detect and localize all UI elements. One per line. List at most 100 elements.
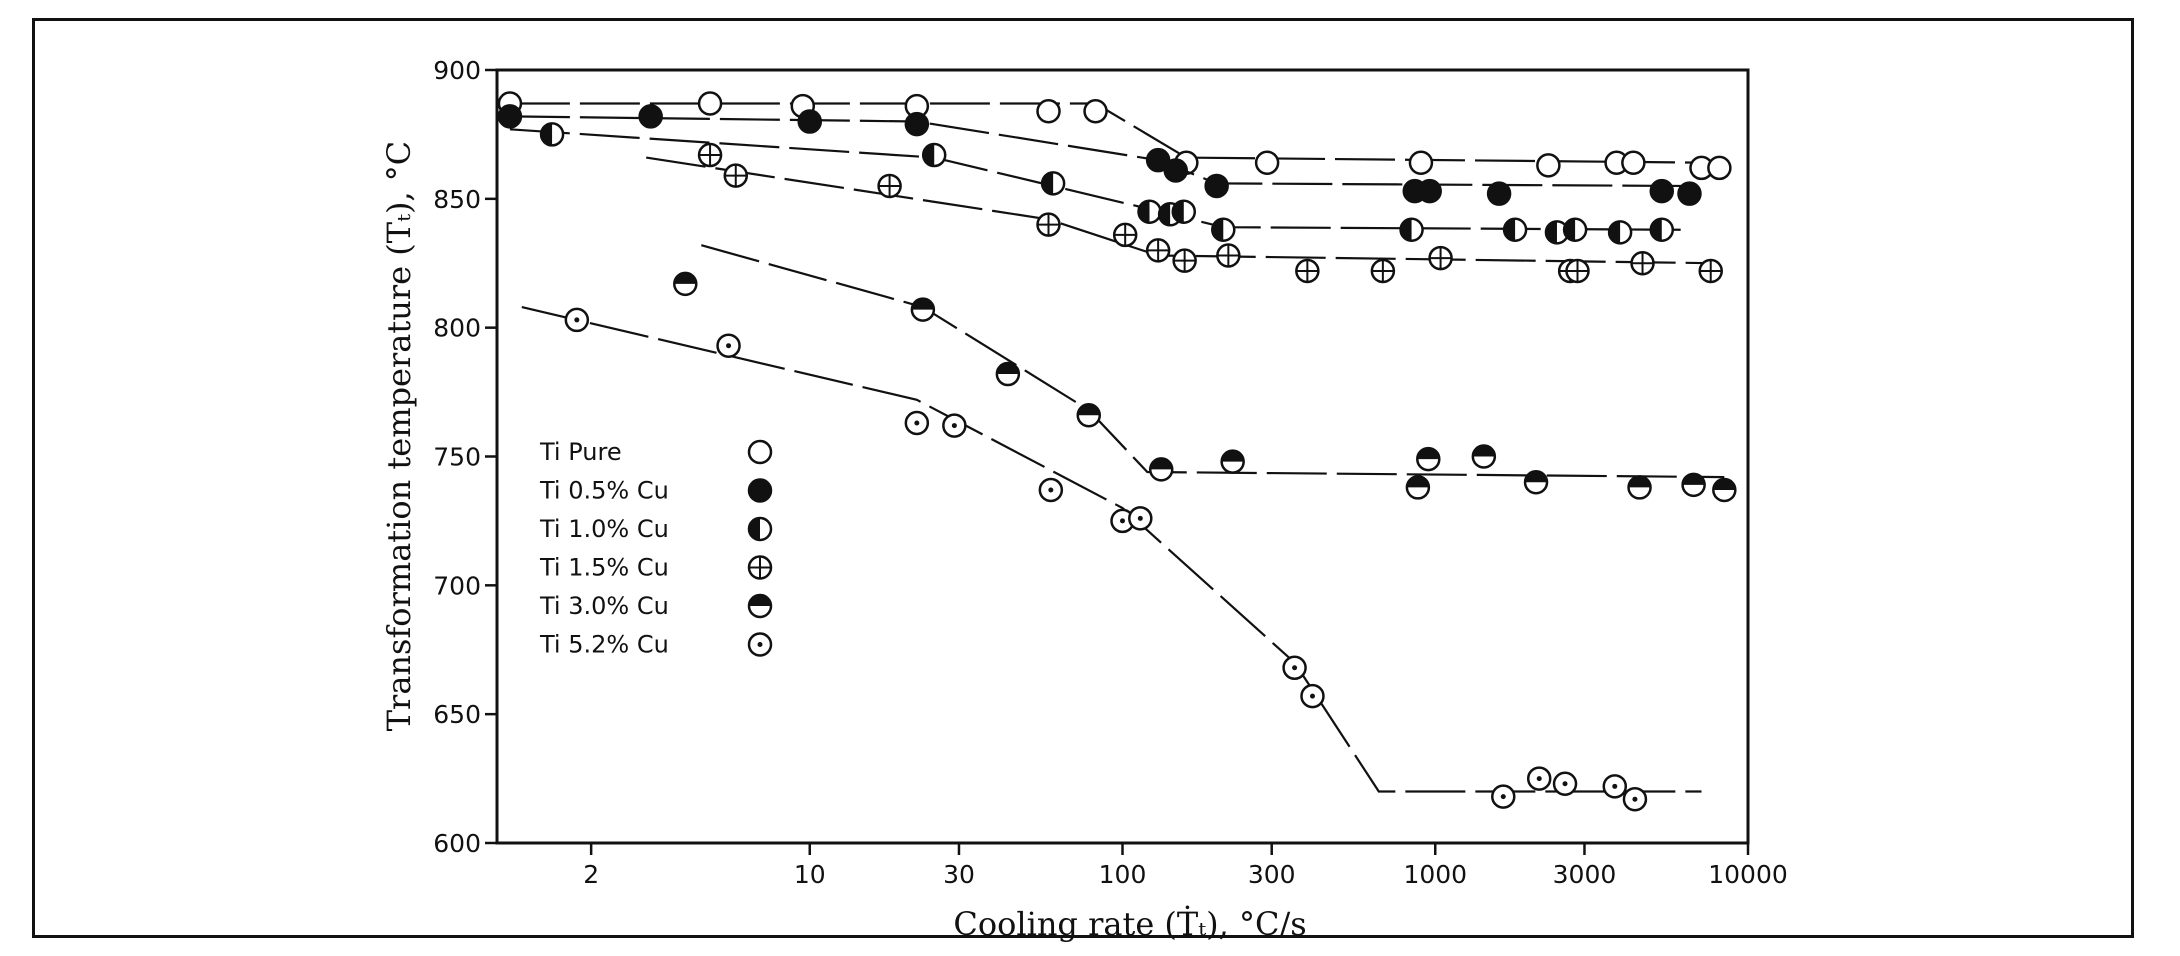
data-point	[539, 122, 565, 147]
data-point	[904, 410, 930, 436]
data-point	[1408, 150, 1434, 176]
data-point	[797, 109, 822, 134]
data-point	[1112, 222, 1138, 248]
data-point	[995, 361, 1021, 387]
x-tick-label: 100	[1099, 860, 1147, 889]
data-point	[1216, 243, 1241, 268]
y-tick-label: 600	[433, 829, 481, 858]
y-tick-label: 850	[433, 185, 481, 214]
data-point	[1565, 258, 1590, 284]
data-point	[1254, 150, 1280, 176]
x-tick-label: 1000	[1403, 860, 1467, 889]
data-point	[1204, 173, 1229, 199]
data-point	[1712, 477, 1737, 503]
series-ti-1-5-cu	[646, 142, 1723, 284]
data-point	[1171, 199, 1197, 224]
data-point	[1621, 150, 1646, 176]
legend-label: Ti 3.0% Cu	[539, 592, 669, 620]
legend-marker	[747, 593, 773, 619]
y-tick-label: 750	[433, 443, 481, 472]
y-tick-label: 650	[433, 700, 481, 729]
data-point	[1083, 98, 1108, 124]
data-point	[1562, 217, 1588, 243]
series-ti-1-0-cu	[509, 122, 1690, 245]
data-point	[921, 142, 947, 168]
data-point	[1707, 155, 1732, 181]
data-point	[1428, 245, 1453, 271]
data-point	[1536, 153, 1561, 178]
data-point	[877, 173, 902, 199]
data-point	[1036, 212, 1061, 237]
data-point	[1622, 786, 1648, 812]
legend-marker	[747, 555, 773, 580]
data-point	[910, 297, 936, 322]
legend-marker	[747, 439, 773, 465]
data-point	[673, 271, 698, 297]
data-point	[1076, 403, 1102, 428]
data-point	[1526, 766, 1552, 791]
x-tick-label: 2	[583, 860, 599, 889]
data-point	[1128, 506, 1153, 531]
legend-label: Ti Pure	[539, 438, 622, 466]
legend-marker	[747, 516, 773, 542]
data-point	[1630, 251, 1655, 276]
figure-frame	[32, 18, 2134, 938]
data-point	[1607, 220, 1633, 245]
data-point	[1649, 217, 1675, 243]
data-point	[1627, 475, 1652, 500]
data-point	[1211, 217, 1236, 243]
data-point	[1552, 771, 1578, 796]
legend-label: Ti 1.5% Cu	[539, 554, 669, 582]
y-tick-label: 700	[433, 571, 481, 600]
legend: Ti Pure Ti 0.5% Cu Ti 1.0% Cu Ti 1.5% Cu Ti …	[539, 438, 773, 659]
x-tick-label: 3000	[1553, 860, 1617, 889]
data-point	[564, 307, 590, 333]
series-curve	[521, 306, 1702, 793]
data-point	[1036, 98, 1061, 124]
legend-marker	[747, 632, 773, 657]
data-point	[1038, 477, 1064, 503]
data-point	[942, 413, 967, 438]
data-point	[716, 333, 741, 358]
data-point	[1145, 238, 1171, 263]
data-point	[1110, 508, 1135, 534]
data-point	[697, 91, 723, 116]
data-point	[1040, 171, 1066, 196]
x-tick-label: 10000	[1708, 860, 1788, 889]
x-axis-title: Cooling rate (Ṫₜ), °C/s	[953, 905, 1306, 943]
data-point	[1295, 258, 1320, 284]
x-tick-label: 30	[943, 860, 975, 889]
data-point	[1681, 472, 1706, 498]
data-point	[497, 104, 523, 129]
y-tick-label: 900	[433, 56, 481, 85]
data-point	[1220, 449, 1245, 474]
data-point	[1399, 217, 1424, 243]
series-ti-3-0-cu	[673, 244, 1737, 503]
legend-label: Ti 1.0% Cu	[539, 515, 669, 543]
data-point	[1405, 475, 1431, 500]
data-point	[638, 104, 663, 129]
data-point	[1148, 457, 1174, 482]
data-point	[697, 142, 723, 168]
data-point	[1491, 784, 1516, 809]
data-point	[1602, 774, 1628, 799]
data-point	[1282, 655, 1307, 681]
series-curve	[509, 115, 1690, 188]
data-point	[1471, 444, 1497, 469]
x-tick-label: 300	[1248, 860, 1296, 889]
data-point	[1698, 258, 1723, 284]
x-tick-label: 10	[794, 860, 826, 889]
legend-label: Ti 5.2% Cu	[539, 631, 669, 659]
series-ti-5-2-cu	[521, 306, 1702, 812]
data-point	[723, 163, 749, 188]
data-point	[904, 111, 930, 137]
data-point	[1137, 199, 1162, 224]
legend-label: Ti 0.5% Cu	[539, 477, 669, 505]
series-ti-0-5-cu	[497, 104, 1702, 206]
series-ti-pure	[497, 91, 1732, 181]
series-curve	[509, 128, 1690, 231]
y-axis-title: Transformation temperature (Tₜ), °C	[380, 141, 418, 732]
data-point	[1502, 217, 1528, 243]
data-point	[1416, 446, 1441, 472]
